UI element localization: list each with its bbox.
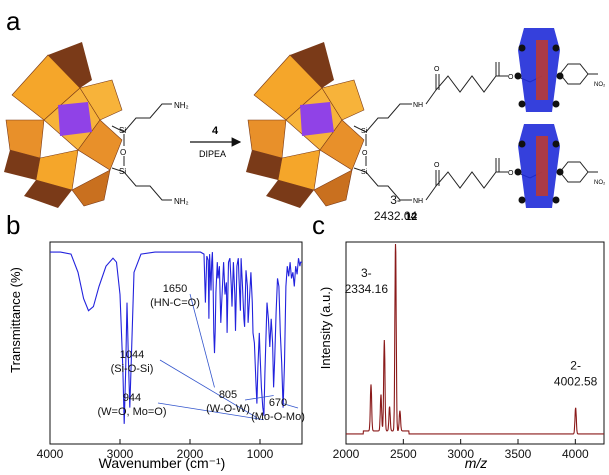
right-label-si-bottom: Si xyxy=(361,169,368,176)
ms-peak-charge: 2- xyxy=(570,359,581,373)
ms-x-axis-label: m/z xyxy=(465,455,488,471)
right-label-si-top: Si xyxy=(361,128,368,135)
ir-annotation-wavenumber: 805 xyxy=(219,389,237,401)
ms-peak-charge: 3- xyxy=(390,193,401,207)
pom-cluster-left xyxy=(4,42,123,208)
ms-peak-value: 4002.58 xyxy=(554,375,598,389)
ir-annotation-assignment: (HN-C=O) xyxy=(150,297,200,309)
ir-spectrum xyxy=(50,251,302,424)
ir-ticks: 4000 3000 2000 1000 xyxy=(37,439,274,461)
ir-annotation-leader xyxy=(157,402,264,421)
left-label-o: O xyxy=(120,148,126,157)
base-label: DIPEA xyxy=(199,149,226,159)
silyl-arms-left xyxy=(111,103,172,201)
right-label-o-bottom-carbonyl: O xyxy=(434,162,440,169)
right-label-nh-top: NH xyxy=(413,102,423,109)
ms-peak-value: 2334.16 xyxy=(345,282,389,296)
ir-axes xyxy=(49,241,303,445)
linker-chains xyxy=(353,62,598,201)
right-label-no2-top: NO₂ xyxy=(594,82,606,88)
ms-peak-value: 2432.04 xyxy=(374,209,418,223)
ir-plot-frame xyxy=(49,241,303,445)
panel-a-letter: a xyxy=(6,6,21,36)
ir-y-axis-label: Transmittance (%) xyxy=(8,267,23,373)
ms-peak-labels: 3- 2334.16 3- 2432.04 2- 4002.58 xyxy=(345,193,598,389)
right-label-o-top-ester: O xyxy=(508,74,514,81)
ir-annotation-leader xyxy=(159,359,258,419)
left-label-nh2-top: NH₂ xyxy=(174,101,189,110)
ms-spectrum xyxy=(346,243,604,435)
right-label-no2-bottom: NO₂ xyxy=(594,180,606,186)
ms-x-tick-label: 4000 xyxy=(562,447,589,461)
panel-c-letter: c xyxy=(312,210,325,240)
ms-plot-frame xyxy=(345,241,605,445)
ms-y-axis-label: Intensity (a.u.) xyxy=(318,287,333,369)
ir-annotation-wavenumber: 944 xyxy=(123,392,141,404)
ms-peak-charge: 3- xyxy=(361,266,372,280)
ir-annotation-assignment: (Si-O-Si) xyxy=(111,363,154,375)
ir-line xyxy=(50,251,302,424)
ms-ticks: 2000 2500 3000 3500 4000 xyxy=(333,439,589,461)
ms-line xyxy=(346,243,604,435)
ir-x-tick-label: 3000 xyxy=(107,447,134,461)
ir-x-tick-label: 4000 xyxy=(37,447,64,461)
left-label-nh2-bottom: NH₂ xyxy=(174,197,189,206)
pom-cluster-right xyxy=(246,42,365,208)
left-label-si-top: Si xyxy=(119,126,126,135)
panel-b-letter: b xyxy=(6,210,20,240)
ms-x-tick-label: 3500 xyxy=(505,447,532,461)
ir-annotation-wavenumber: 1650 xyxy=(163,283,187,295)
right-label-o-top-carbonyl: O xyxy=(434,66,440,73)
ir-annotation-wavenumber: 670 xyxy=(269,397,287,409)
ir-annotation-leader xyxy=(244,395,274,401)
cage-bottom xyxy=(514,124,564,208)
right-label-o-bottom-ester: O xyxy=(508,170,514,177)
ms-x-tick-label: 2000 xyxy=(333,447,360,461)
panel-c: c 12 2000 2500 3000 3500 4000 3- 2334.16 3- 243… xyxy=(312,193,605,471)
ir-x-tick-label: 2000 xyxy=(177,447,204,461)
ir-annotation-wavenumber: 1044 xyxy=(120,349,144,361)
panel-a: a NH₂ Si O Si NH₂ xyxy=(4,6,606,208)
ir-annotation-assignment: (W=O, Mo=O) xyxy=(97,406,166,418)
ms-x-tick-label: 3000 xyxy=(447,447,474,461)
cage-top xyxy=(514,28,564,112)
ir-x-axis-label: Wavenumber (cm⁻¹) xyxy=(99,455,226,471)
ir-annotation-leader xyxy=(189,293,215,388)
ms-x-tick-label: 2500 xyxy=(390,447,417,461)
right-label-nh-bottom: NH xyxy=(413,198,423,205)
ms-axes xyxy=(345,241,605,445)
ir-annotation-assignment: (W-O-W) xyxy=(206,403,250,415)
reagent-label: 4 xyxy=(212,125,219,137)
ir-annotation-leader xyxy=(282,403,299,409)
right-label-o-bridge: O xyxy=(362,150,368,157)
ir-annotations: 1650 (HN-C=O) 1044 (Si-O-Si) 944 (W=O, Mo=O) 8… xyxy=(97,283,304,423)
ir-annotation-assignment: (Mo-O-Mo) xyxy=(251,411,305,423)
panel-b: b 4000 3000 2000 1000 1650 (HN-C=O) 1044 (Si-O… xyxy=(6,210,305,471)
ir-x-tick-label: 1000 xyxy=(247,447,274,461)
left-label-si-bottom: Si xyxy=(119,167,126,176)
ms-compound-label: 12 xyxy=(405,211,417,223)
